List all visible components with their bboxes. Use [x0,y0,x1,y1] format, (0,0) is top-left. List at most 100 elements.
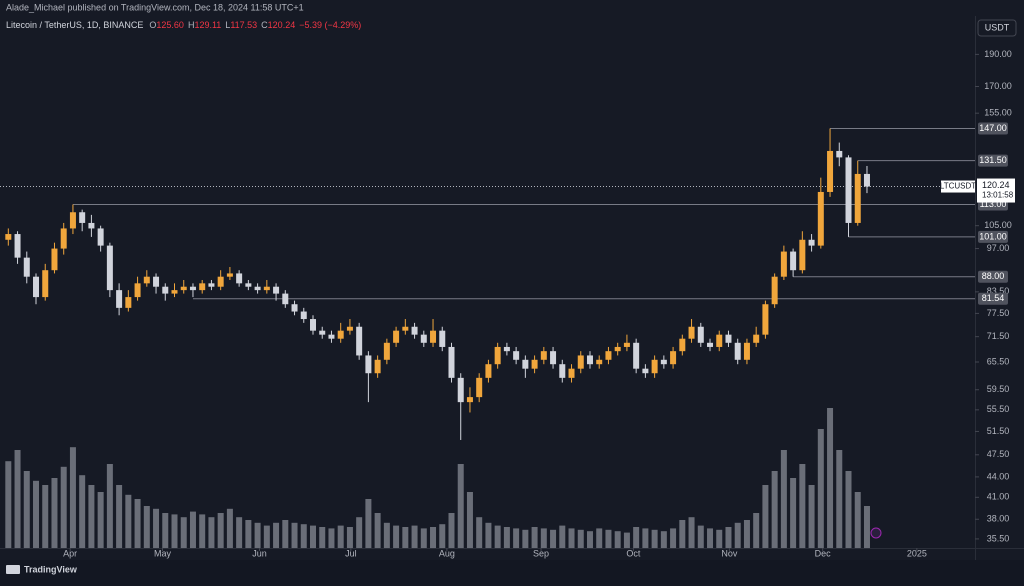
legend-item: O [149,20,156,30]
currency-box[interactable] [977,19,1017,37]
candle-body [106,245,113,291]
currency[interactable]: USDT [985,22,1010,32]
volume-bar [134,499,141,548]
legend: Litecoin / TetherUS, 1D, BINANCE O125.60 H… [6,20,361,30]
brand-logo [6,565,20,574]
candle-body [670,351,677,365]
candle-body [116,290,123,308]
candle-body [577,355,584,369]
volume-bar [97,492,104,548]
candle-body [337,330,344,339]
y-tick-label: 35.50 [987,533,1010,543]
symbol-tag: LTCUSDT [940,182,976,191]
candle-body [550,351,557,365]
candle-body [586,355,593,365]
candle-body [374,359,381,374]
legend-item: L [225,20,230,30]
candle-body [189,286,196,291]
volume-bar [707,528,714,548]
candle-body [596,359,603,365]
volume-bar [106,464,113,548]
volume-bar [577,529,584,548]
candle-body [180,286,187,291]
candle-body [734,342,741,360]
candle-body [466,397,473,403]
volume-bar [365,499,372,548]
y-tick-label: 71.50 [987,331,1010,341]
level-label: 131.50 [979,155,1007,165]
candle-body [300,311,307,320]
volume-bar [845,471,852,548]
candle-body [854,173,861,223]
candle-body [356,326,363,356]
volume-bar [291,522,298,548]
y-tick-label: 105.00 [984,220,1012,230]
y-tick-label: 38.00 [987,514,1010,524]
volume-bar [254,522,261,548]
candle-body [725,334,732,343]
volume-bar [762,485,769,548]
candle-body [217,276,224,287]
candle-body [863,173,870,187]
level-label-box [978,230,1008,243]
y-tick-label: 47.50 [987,449,1010,459]
candle-body [614,346,621,352]
volume-bar [494,525,501,548]
candle-body [5,234,12,240]
candle-body [522,359,529,369]
candle-body [291,304,298,312]
candle-body [208,283,215,287]
candle-body [282,293,289,305]
x-tick-label: Nov [721,548,738,558]
volume-bar [531,527,538,548]
volume-bar [586,531,593,548]
candle-body [365,355,372,374]
legend-item: 120.24 [268,20,296,30]
brand: TradingView [24,564,78,574]
legend-item: C [261,20,268,30]
candle-body [319,330,326,335]
candle-body [51,248,58,271]
volume-bar [263,525,270,548]
volume-bar [522,529,529,548]
volume-bar [448,513,455,548]
legend-item: H [188,20,195,30]
volume-bar [319,527,326,548]
candle-body [780,251,787,277]
last-price-box [977,178,1015,203]
volume-bar [863,506,870,548]
volume-bar [513,528,520,548]
legend-item: 117.53 [230,20,257,30]
volume-bar [476,517,483,548]
volume-bar [808,485,815,548]
candle-body [448,346,455,378]
volume-bar [430,527,437,548]
volume-bar [836,450,843,548]
volume-bar [550,529,557,548]
volume-bar [660,531,667,548]
volume-bar [245,520,252,548]
volume-bar [143,506,150,548]
volume-bar [568,528,575,548]
y-tick-label: 55.50 [987,404,1010,414]
candle-body [531,359,538,369]
volume-bar [42,485,49,548]
candle-body [254,286,261,291]
volume-bar [393,525,400,548]
y-tick-label: 97.00 [987,243,1010,253]
candle-body [707,342,714,347]
event-icon[interactable] [870,527,882,539]
x-tick-label: Aug [439,548,455,558]
legend-item: 129.11 [194,20,221,30]
level-label: 81.54 [982,293,1005,303]
volume-bar [88,485,95,548]
candle-body [263,286,270,291]
volume-bar [651,529,658,548]
volume-bar [171,514,178,548]
level-label: 113.00 [980,199,1007,209]
volume-bar [125,494,132,548]
x-tick-label: 2025 [907,548,927,558]
symbol-tag-box [941,180,975,193]
x-tick-label: Oct [626,548,641,558]
